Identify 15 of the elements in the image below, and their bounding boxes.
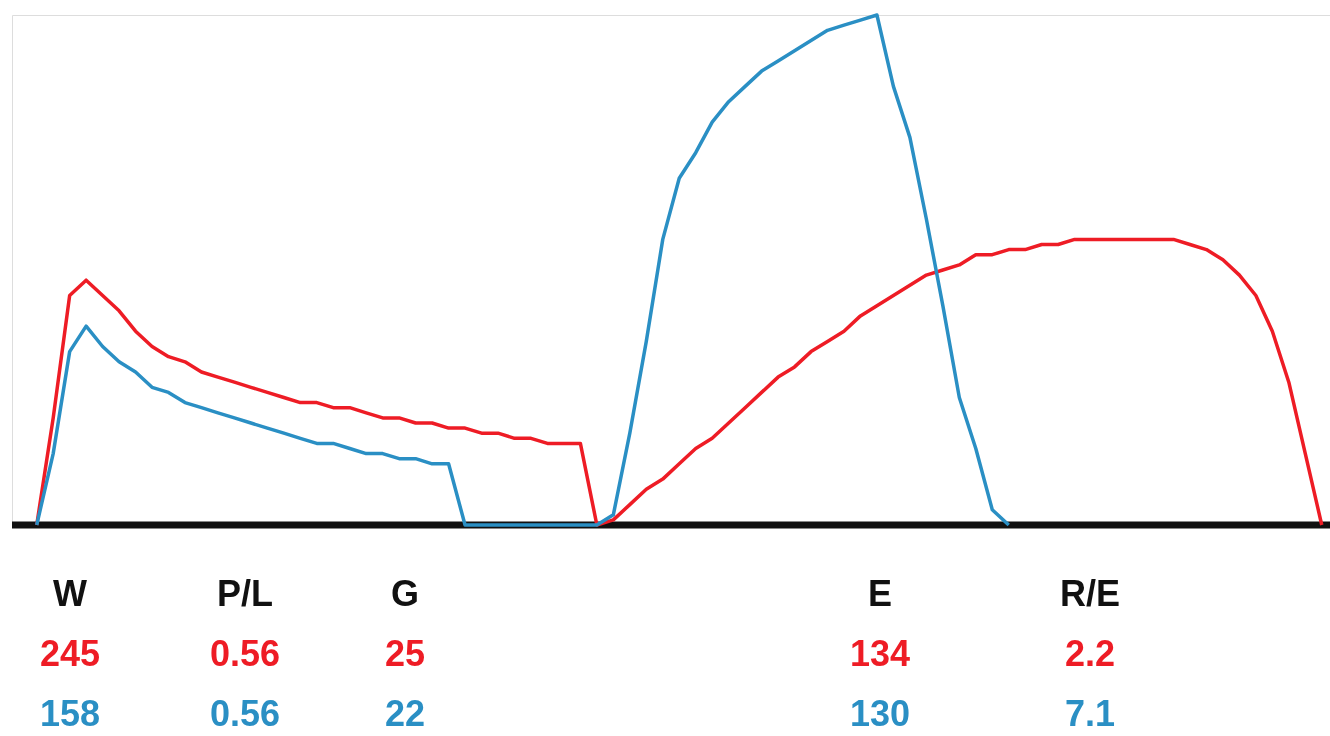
text: 0.56 <box>209 693 281 734</box>
text: G <box>390 573 420 614</box>
text: R/E <box>1059 573 1121 614</box>
text: 22 <box>384 693 426 734</box>
text: E <box>867 573 893 614</box>
text: 25 <box>384 633 426 674</box>
text: 130 <box>849 693 911 734</box>
text: 134 <box>849 633 911 674</box>
text: 158 <box>39 693 101 734</box>
text: 245 <box>39 633 101 674</box>
text: W <box>53 573 88 614</box>
text: 7.1 <box>1064 693 1116 734</box>
text: 2.2 <box>1064 633 1116 674</box>
text: 0.56 <box>209 633 281 674</box>
text: P/L <box>216 573 274 614</box>
